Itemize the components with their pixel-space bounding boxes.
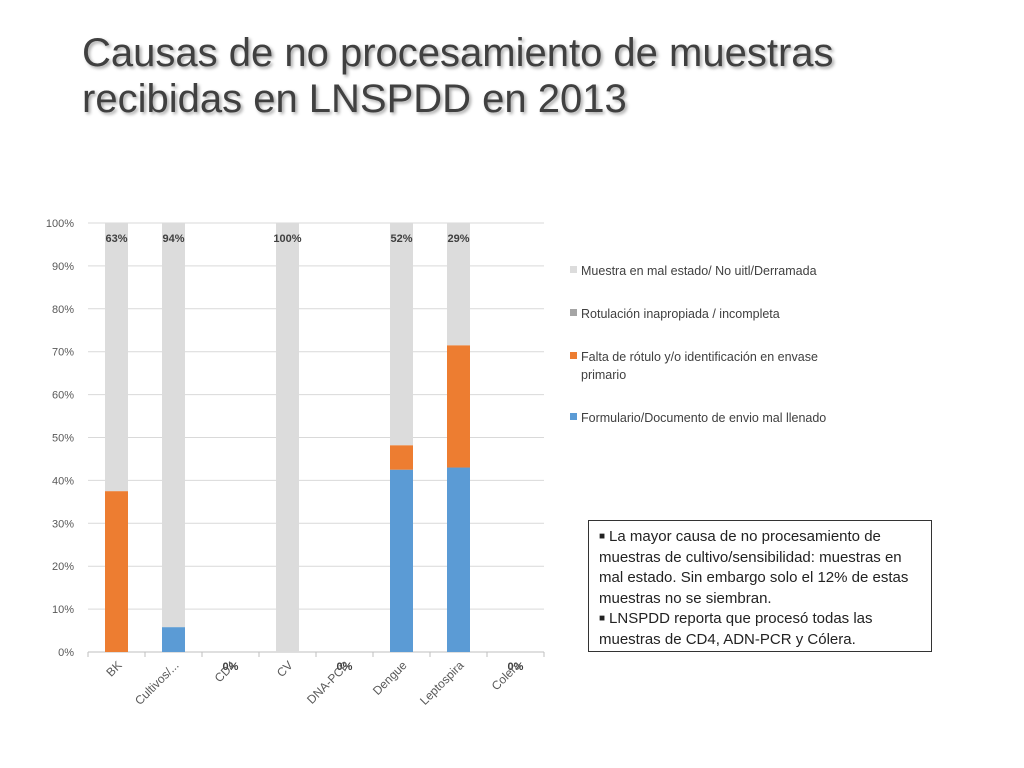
y-tick-label: 40% xyxy=(52,475,74,487)
page-title: Causas de no procesamiento de muestras r… xyxy=(82,30,982,122)
legend-item: Muestra en mal estado/ No uitl/Derramada xyxy=(570,262,840,280)
bullet-square-icon: ■ xyxy=(599,531,606,542)
y-tick-label: 10% xyxy=(52,604,74,616)
y-tick-label: 70% xyxy=(52,347,74,359)
x-tick-label: DNA-PCR xyxy=(304,658,353,707)
data-label: 0% xyxy=(508,661,524,673)
x-tick-label: Dengue xyxy=(370,658,410,698)
bullet-square-icon: ■ xyxy=(599,613,606,624)
note-text: LNSPDD reporta que procesó todas las mue… xyxy=(599,610,873,648)
bar-segment xyxy=(447,223,470,346)
legend-item: Falta de rótulo y/o identificación en en… xyxy=(570,348,840,384)
bar-segment xyxy=(276,223,299,652)
y-tick-label: 30% xyxy=(52,518,74,530)
data-label: 0% xyxy=(337,661,353,673)
y-tick-label: 100% xyxy=(46,218,74,230)
legend-swatch xyxy=(570,266,577,273)
data-label: 29% xyxy=(447,233,469,245)
note-text: La mayor causa de no procesamiento de mu… xyxy=(599,528,909,607)
y-tick-label: 20% xyxy=(52,561,74,573)
data-label: 0% xyxy=(223,661,239,673)
note-box: ■ La mayor causa de no procesamiento de m… xyxy=(588,520,932,652)
data-label: 94% xyxy=(162,233,184,245)
x-tick-label: Colera xyxy=(489,658,524,693)
legend-label: Rotulación inapropiada / incompleta xyxy=(581,307,780,321)
y-tick-label: 80% xyxy=(52,304,74,316)
y-tick-label: 60% xyxy=(52,390,74,402)
title-line-2: recibidas en LNSPDD en 2013 xyxy=(82,77,627,121)
bar-segment xyxy=(390,223,413,446)
note-bullet: ■ LNSPDD reporta que procesó todas las mu… xyxy=(599,609,921,650)
legend-label: Muestra en mal estado/ No uitl/Derramada xyxy=(581,264,817,278)
stacked-bar-chart: 0% 10% 20% 30% 40% 50% 60% 70% 80% 90% 100% 63% BK 94… xyxy=(46,218,545,708)
legend-swatch xyxy=(570,309,577,316)
bar-segment xyxy=(105,223,128,492)
bar-segment xyxy=(447,467,470,652)
legend-item: Rotulación inapropiada / incompleta xyxy=(570,305,840,323)
bar-segment xyxy=(162,223,185,628)
data-label: 100% xyxy=(273,233,301,245)
x-tick-label: BK xyxy=(103,658,124,679)
bar-segment xyxy=(447,345,470,468)
chart-legend: Muestra en mal estado/ No uitl/Derramada… xyxy=(570,262,840,452)
data-label: 63% xyxy=(105,233,127,245)
note-bullet: ■ La mayor causa de no procesamiento de m… xyxy=(599,527,921,609)
data-label: 52% xyxy=(390,233,412,245)
legend-swatch xyxy=(570,352,577,359)
x-tick-label: Cultivos/... xyxy=(132,658,182,708)
legend-swatch xyxy=(570,413,577,420)
title-line-1: Causas de no procesamiento de muestras xyxy=(82,31,834,75)
bar-segment xyxy=(105,491,128,652)
y-tick-label: 0% xyxy=(58,647,74,659)
y-tick-label: 50% xyxy=(52,433,74,445)
bar-segment xyxy=(390,469,413,652)
legend-label: Falta de rótulo y/o identificación en en… xyxy=(581,350,818,382)
legend-label: Formulario/Documento de envio mal llenad… xyxy=(581,411,827,425)
legend-item: Formulario/Documento de envio mal llenad… xyxy=(570,409,840,427)
y-tick-label: 90% xyxy=(52,261,74,273)
bar-segment xyxy=(162,627,185,652)
x-tick-label: CV xyxy=(274,658,296,680)
bar-segment xyxy=(390,445,413,470)
x-tick-label: Leptospira xyxy=(417,658,467,708)
